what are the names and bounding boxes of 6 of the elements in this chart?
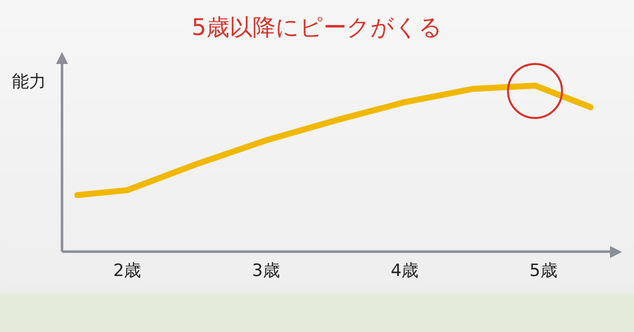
x-tick-label: 3歳 <box>252 261 280 282</box>
x-tick-label: 5歳 <box>529 261 558 282</box>
y-axis-title: 能力 <box>12 71 46 93</box>
x-tick-label: 2歳 <box>113 261 142 282</box>
chart-title: 5歳以降にピークがくる <box>190 14 444 43</box>
x-tick-label: 4歳 <box>390 261 419 282</box>
